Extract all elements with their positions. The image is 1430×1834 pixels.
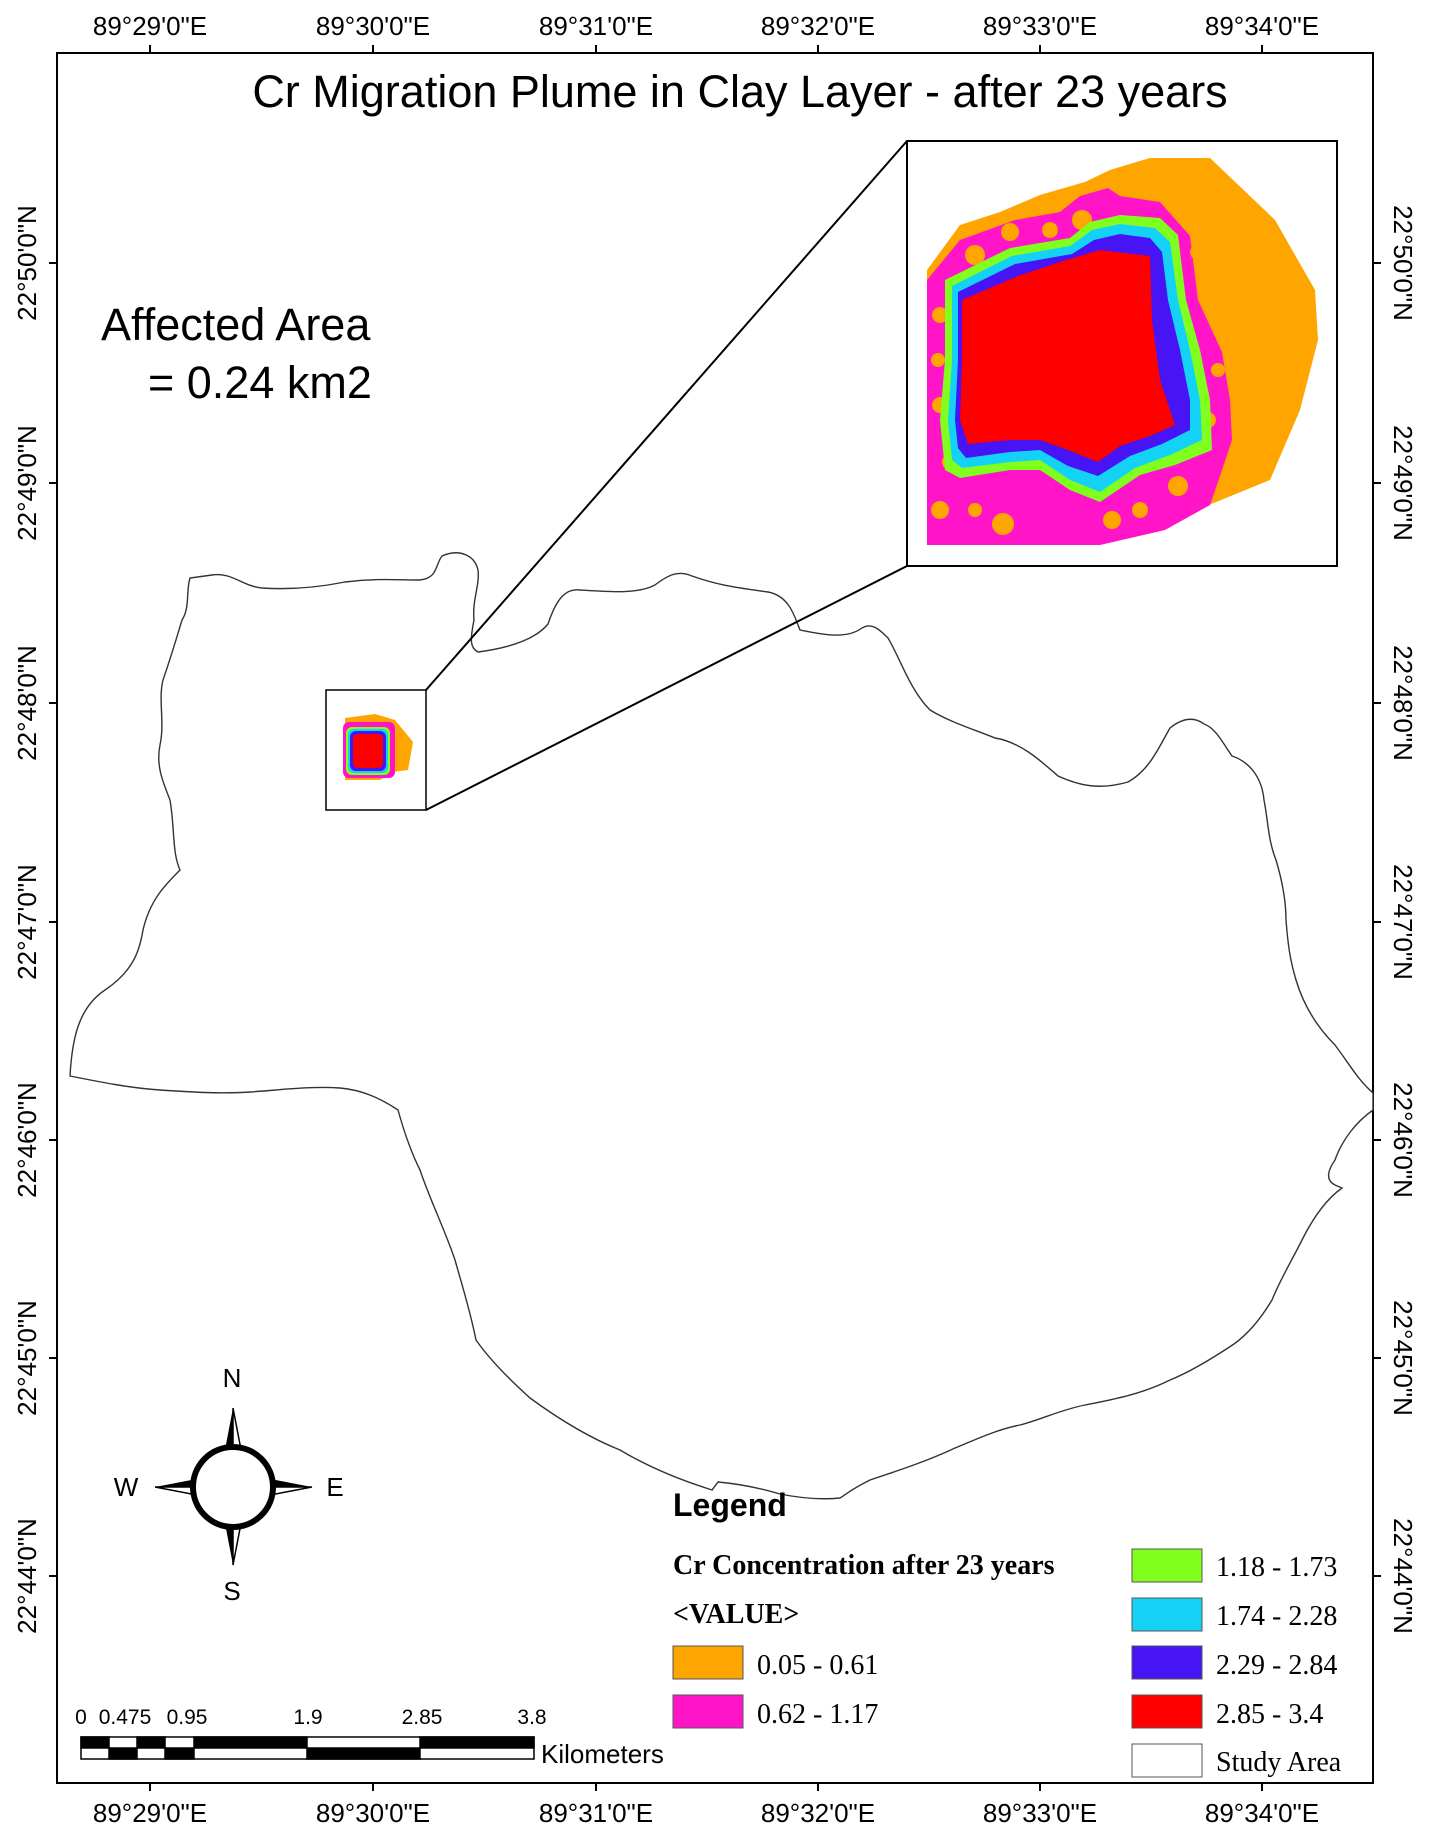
legend-swatch bbox=[1131, 1645, 1203, 1680]
lat-label-right: 22°48'0"N bbox=[1388, 645, 1418, 761]
legend-study-area-label: Study Area bbox=[1216, 1747, 1342, 1778]
legend-swatch bbox=[1131, 1548, 1203, 1583]
lat-label-left: 22°46'0"N bbox=[12, 1082, 42, 1198]
lat-label-left: 22°50'0"N bbox=[12, 205, 42, 321]
lat-label-right: 22°46'0"N bbox=[1388, 1082, 1418, 1198]
lat-label-right: 22°45'0"N bbox=[1388, 1300, 1418, 1416]
plume-small bbox=[343, 714, 413, 780]
legend-swatch bbox=[672, 1645, 744, 1680]
scale-tick-label: 0.475 bbox=[99, 1706, 152, 1729]
compass-rose-icon bbox=[154, 1407, 313, 1566]
lon-label-top: 89°33'0"E bbox=[983, 11, 1097, 41]
lon-label-top: 89°34'0"E bbox=[1205, 11, 1319, 41]
legend-class-label: 1.18 - 1.73 bbox=[1216, 1552, 1337, 1583]
scale-tick-label: 1.9 bbox=[293, 1706, 322, 1729]
legend-swatch bbox=[1131, 1597, 1203, 1632]
legend-title: Legend bbox=[673, 1487, 787, 1523]
study-area-boundary bbox=[69, 552, 1374, 1500]
map-title: Cr Migration Plume in Clay Layer - after… bbox=[252, 66, 1227, 117]
lat-label-right: 22°47'0"N bbox=[1388, 864, 1418, 980]
legend-swatch-study-area bbox=[1131, 1743, 1203, 1778]
legend-swatch bbox=[1131, 1694, 1203, 1729]
inset-connector-top bbox=[425, 140, 908, 691]
lon-label-top: 89°29'0"E bbox=[93, 11, 207, 41]
legend-class-label: 2.85 - 3.4 bbox=[1216, 1699, 1323, 1730]
scale-tick-label: 3.8 bbox=[517, 1706, 546, 1729]
north-label: N bbox=[223, 1363, 242, 1393]
affected-area-label: Affected Area bbox=[101, 299, 371, 350]
lon-label-bottom: 89°29'0"E bbox=[93, 1798, 207, 1828]
lon-label-bottom: 89°31'0"E bbox=[539, 1798, 653, 1828]
inset-map bbox=[906, 140, 1338, 567]
lon-label-top: 89°30'0"E bbox=[316, 11, 430, 41]
legend-subtitle: Cr Concentration after 23 years bbox=[673, 1550, 1055, 1581]
lon-label-bottom: 89°30'0"E bbox=[316, 1798, 430, 1828]
lat-label-left: 22°45'0"N bbox=[12, 1300, 42, 1416]
legend-field: <VALUE> bbox=[673, 1599, 799, 1630]
lat-label-left: 22°49'0"N bbox=[12, 425, 42, 541]
lon-label-bottom: 89°34'0"E bbox=[1205, 1798, 1319, 1828]
south-label: S bbox=[223, 1576, 240, 1606]
lon-label-top: 89°31'0"E bbox=[539, 11, 653, 41]
lat-label-right: 22°44'0"N bbox=[1388, 1518, 1418, 1634]
inset-connector-bottom bbox=[425, 565, 908, 811]
scale-tick-label: 0.95 bbox=[167, 1706, 208, 1729]
legend-class-label: 1.74 - 2.28 bbox=[1216, 1601, 1337, 1632]
lat-label-left: 22°48'0"N bbox=[12, 645, 42, 761]
lat-label-left: 22°44'0"N bbox=[12, 1518, 42, 1634]
affected-area-value: = 0.24 km2 bbox=[148, 357, 372, 408]
lat-label-left: 22°47'0"N bbox=[12, 864, 42, 980]
graticule-ticks bbox=[49, 45, 1381, 1791]
lon-label-bottom: 89°32'0"E bbox=[761, 1798, 875, 1828]
lon-label-top: 89°32'0"E bbox=[761, 11, 875, 41]
lat-label-right: 22°49'0"N bbox=[1388, 425, 1418, 541]
east-label: E bbox=[326, 1472, 343, 1502]
west-label: W bbox=[114, 1472, 139, 1502]
scale-bar bbox=[80, 1736, 535, 1760]
scale-unit: Kilometers bbox=[541, 1739, 664, 1769]
extent-box bbox=[325, 689, 427, 811]
legend-class-label: 0.05 - 0.61 bbox=[757, 1650, 878, 1681]
legend-class-label: 2.29 - 2.84 bbox=[1216, 1650, 1337, 1681]
legend-swatch bbox=[672, 1694, 744, 1729]
scale-tick-label: 0 bbox=[75, 1706, 87, 1729]
lat-label-right: 22°50'0"N bbox=[1388, 205, 1418, 321]
legend-class-label: 0.62 - 1.17 bbox=[757, 1699, 878, 1730]
scale-tick-label: 2.85 bbox=[402, 1706, 443, 1729]
lon-label-bottom: 89°33'0"E bbox=[983, 1798, 1097, 1828]
